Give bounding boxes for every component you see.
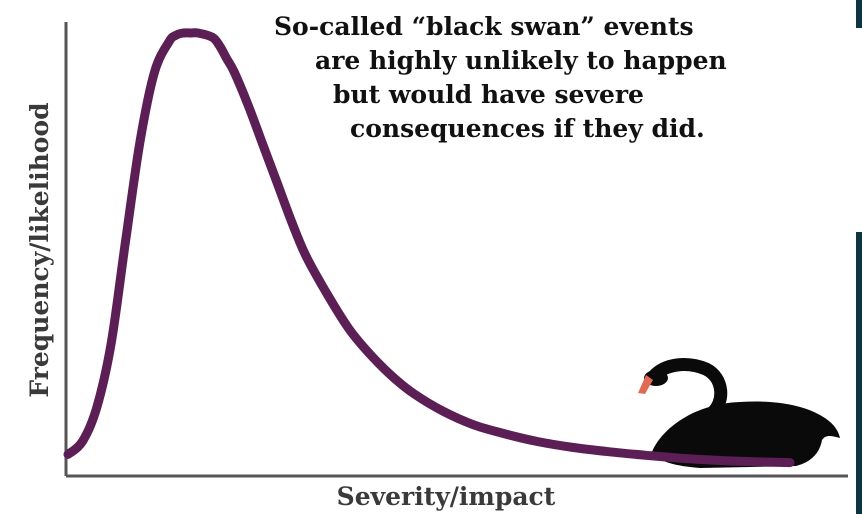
y-axis-label: Frequency/likelihood <box>25 102 54 397</box>
swan-beak <box>638 375 653 394</box>
annotation-line-1: So-called “black swan” events <box>274 12 694 41</box>
edge-strip-bottom <box>856 232 862 514</box>
annotation-line-4: consequences if they did. <box>350 114 705 143</box>
swan-neck <box>647 358 728 459</box>
edge-strip-top <box>856 0 862 28</box>
annotation-line-3: but would have severe <box>333 80 644 109</box>
black-swan-icon <box>638 358 840 468</box>
series-line <box>63 28 795 468</box>
annotation-line-2: are highly unlikely to happen <box>315 46 727 75</box>
x-axis-label: Severity/impact <box>337 482 556 511</box>
